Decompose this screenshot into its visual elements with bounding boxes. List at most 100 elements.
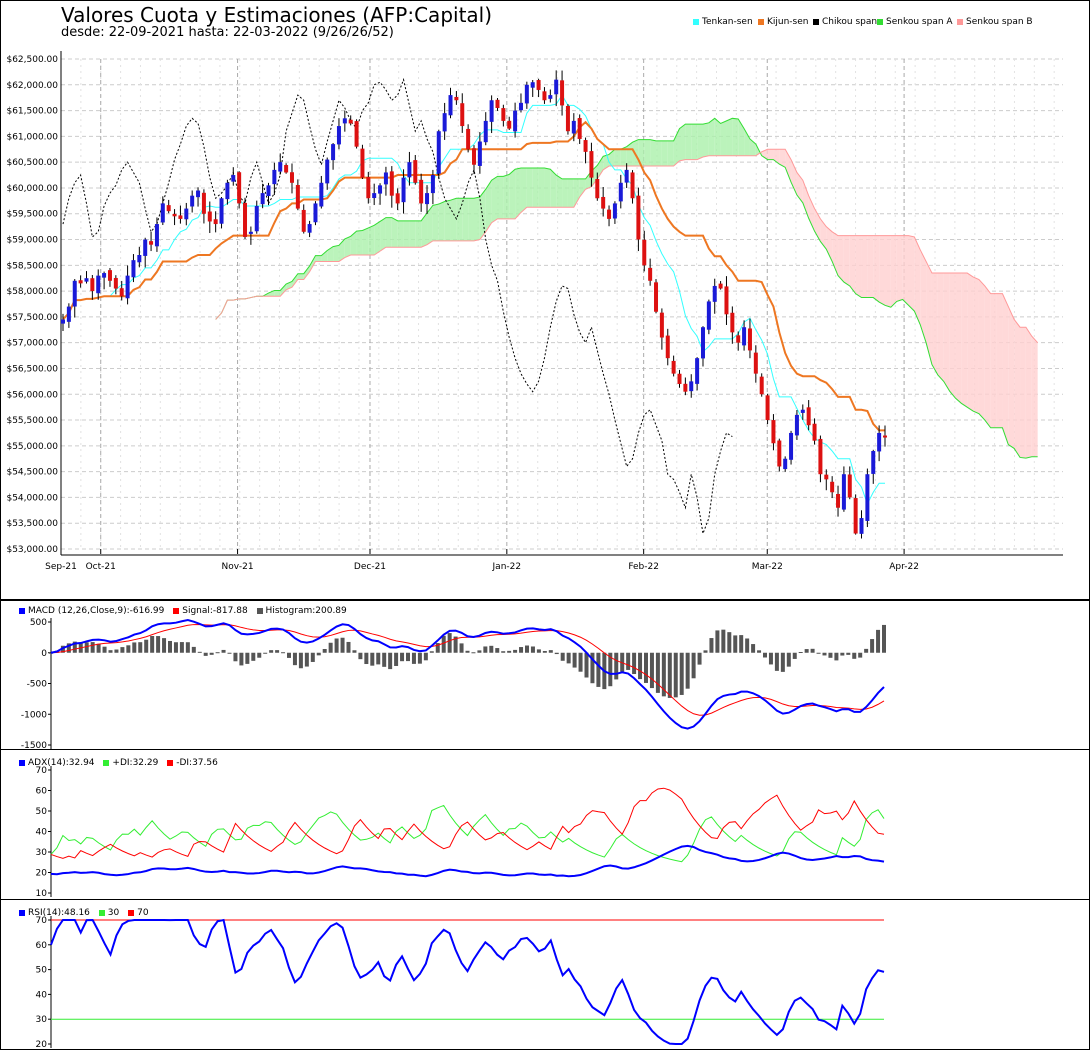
candle-body bbox=[689, 381, 694, 392]
candle-body bbox=[307, 224, 312, 233]
cloud-segment bbox=[491, 176, 498, 223]
candle-body bbox=[184, 208, 189, 220]
cloud-segment bbox=[855, 235, 862, 298]
cloud-segment bbox=[374, 221, 381, 255]
cloud-segment bbox=[961, 273, 968, 408]
histogram-bar bbox=[179, 642, 184, 653]
cloud-segment bbox=[432, 204, 439, 241]
histogram-bar bbox=[852, 652, 857, 659]
cloud-segment bbox=[297, 273, 304, 280]
histogram-bar bbox=[90, 642, 95, 653]
cloud-segment bbox=[914, 236, 921, 325]
cloud-segment bbox=[509, 169, 516, 219]
candle-body bbox=[172, 213, 177, 217]
candle-body bbox=[836, 493, 841, 508]
histogram-bar bbox=[786, 652, 791, 667]
candle-body bbox=[125, 275, 130, 299]
histogram-bar bbox=[792, 652, 797, 659]
candle-body bbox=[395, 193, 400, 204]
cloud-segment bbox=[450, 198, 457, 241]
histogram-bar bbox=[102, 646, 107, 653]
y-tick-label: $62,000.00 bbox=[6, 81, 58, 91]
candle-body bbox=[84, 278, 89, 282]
histogram-bar bbox=[477, 650, 482, 653]
histogram-bar bbox=[816, 652, 821, 654]
candle-body bbox=[360, 148, 365, 178]
y-tick-label: $55,500.00 bbox=[6, 416, 58, 426]
histogram-bar bbox=[554, 652, 559, 655]
histogram-bar bbox=[346, 641, 351, 653]
cloud-segment bbox=[867, 235, 874, 298]
candle-body bbox=[219, 198, 224, 224]
histogram-bar bbox=[120, 647, 125, 653]
candle-body bbox=[78, 280, 83, 284]
histogram-bar bbox=[459, 643, 464, 653]
y-tick-label: $60,500.00 bbox=[6, 158, 58, 168]
histogram-bar bbox=[644, 652, 648, 683]
histogram-bar bbox=[804, 649, 809, 653]
panel-y-tick-label: 60 bbox=[36, 787, 48, 797]
candle-body bbox=[659, 312, 664, 338]
histogram-bar bbox=[411, 652, 416, 664]
cloud-segment bbox=[626, 142, 633, 167]
histogram-bar bbox=[275, 650, 280, 653]
candle-body bbox=[577, 118, 582, 139]
candle-body bbox=[389, 171, 394, 196]
y-tick-label: $54,500.00 bbox=[6, 468, 58, 478]
cloud-segment bbox=[650, 139, 657, 167]
histogram-bar bbox=[697, 652, 702, 665]
cloud-segment bbox=[890, 235, 897, 308]
candle-body bbox=[847, 474, 852, 498]
histogram-bar bbox=[197, 651, 202, 653]
y-tick-label: $59,000.00 bbox=[6, 236, 58, 246]
cloud-segment bbox=[1008, 306, 1015, 449]
histogram-bar bbox=[298, 652, 303, 669]
histogram-bar bbox=[453, 636, 458, 653]
candle-body bbox=[706, 301, 711, 330]
cloud-segment bbox=[691, 124, 698, 160]
cloud-segment bbox=[485, 180, 492, 232]
histogram-bar bbox=[465, 650, 470, 653]
panel-y-tick-label: 30 bbox=[36, 848, 48, 858]
cloud-segment bbox=[562, 178, 568, 208]
cloud-segment bbox=[943, 273, 950, 392]
cloud-segment bbox=[438, 201, 445, 241]
candle-body bbox=[771, 420, 776, 444]
cloud-segment bbox=[849, 235, 856, 294]
cloud-segment bbox=[1025, 327, 1032, 459]
cloud-segment bbox=[274, 290, 281, 297]
histogram-bar bbox=[501, 651, 506, 653]
candle-body bbox=[413, 160, 418, 183]
histogram-bar bbox=[138, 642, 143, 653]
cloud-segment bbox=[573, 178, 580, 208]
cloud-segment bbox=[767, 149, 774, 160]
histogram-bar bbox=[328, 642, 333, 653]
legend-senkou-b: Senkou span B bbox=[957, 17, 1033, 27]
cloud-segment bbox=[333, 245, 339, 262]
cloud-segment bbox=[327, 246, 334, 262]
candle-body bbox=[477, 141, 482, 166]
candle-body bbox=[278, 162, 283, 172]
cloud-segment bbox=[808, 195, 815, 232]
histogram-bar bbox=[72, 641, 77, 653]
histogram-bar bbox=[709, 638, 714, 653]
histogram-bar bbox=[173, 642, 178, 653]
y-tick-label: $61,000.00 bbox=[6, 132, 58, 142]
candle-body bbox=[753, 352, 758, 374]
cloud-segment bbox=[526, 167, 533, 208]
histogram-bar bbox=[620, 652, 625, 672]
candle-body bbox=[160, 203, 165, 223]
candle-body bbox=[618, 182, 623, 202]
candle-body bbox=[407, 162, 412, 178]
candle-body bbox=[524, 84, 529, 104]
histogram-bar bbox=[233, 652, 238, 662]
rsi-chart-svg: 70 60 50 40 30 20 bbox=[36, 916, 885, 1050]
candle-body bbox=[266, 185, 271, 197]
histogram-bar bbox=[239, 652, 244, 666]
histogram-bar bbox=[471, 652, 476, 654]
cloud-segment bbox=[656, 140, 662, 167]
histogram-bar bbox=[406, 652, 410, 662]
candle-body bbox=[372, 193, 377, 199]
histogram-bar bbox=[400, 652, 405, 662]
